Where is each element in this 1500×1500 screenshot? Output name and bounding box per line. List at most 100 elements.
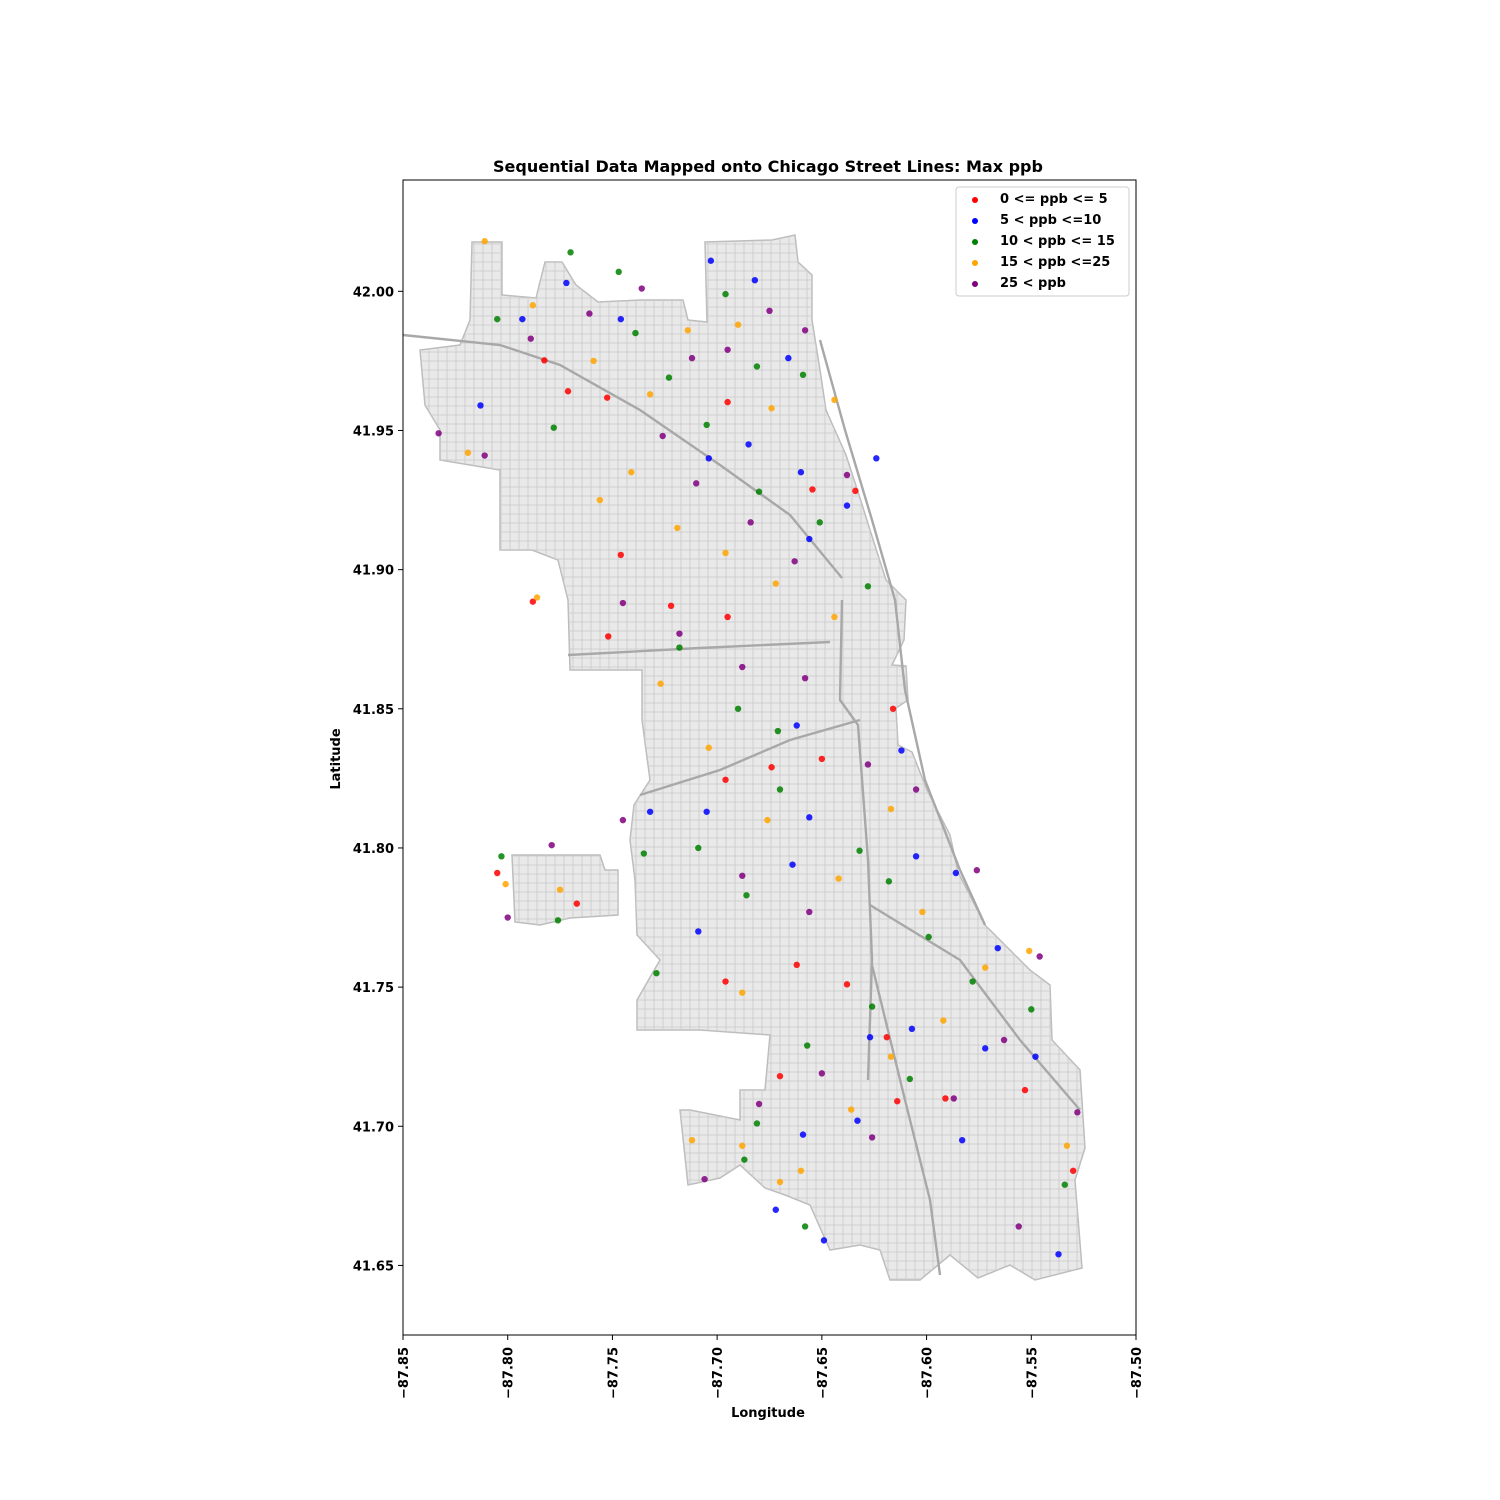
data-point (573, 900, 581, 907)
data-point (529, 598, 537, 605)
data-point (803, 1042, 811, 1049)
data-point (885, 878, 893, 885)
data-point (764, 816, 771, 824)
data-point (504, 914, 511, 921)
data-point (831, 613, 838, 621)
data-point (638, 285, 645, 292)
expressway-northwest (403, 333, 843, 579)
legend-marker (972, 281, 978, 287)
data-point (724, 398, 731, 406)
data-point (646, 808, 654, 815)
x-tick-label: −87.70 (711, 1347, 726, 1399)
data-point (722, 978, 729, 985)
data-point (615, 268, 622, 276)
y-tick-label: 41.85 (353, 703, 394, 718)
data-point (843, 981, 851, 988)
legend-label: 15 < ppb <=25 (1000, 255, 1110, 270)
data-point (791, 558, 798, 565)
data-point (906, 1075, 914, 1083)
series-2 (477, 257, 1062, 1258)
data-point (952, 869, 960, 877)
data-point (1015, 1223, 1022, 1230)
data-point (868, 1134, 876, 1141)
data-point (724, 346, 731, 353)
data-point (1032, 1053, 1039, 1060)
data-point (776, 1072, 784, 1080)
expressway-calumet (870, 964, 942, 1276)
data-point (969, 978, 976, 985)
data-point (755, 1100, 763, 1108)
data-point (1036, 953, 1043, 960)
data-point (567, 249, 574, 256)
data-point (835, 875, 842, 882)
data-point (619, 599, 627, 607)
data-point (887, 1053, 895, 1060)
data-point (605, 633, 612, 640)
data-point (617, 315, 625, 323)
data-point (481, 238, 488, 245)
data-point (843, 471, 851, 479)
data-point (785, 354, 792, 362)
y-axis-title: Latitude (329, 728, 344, 790)
data-point (866, 1034, 874, 1041)
data-point (887, 805, 895, 813)
data-point (747, 519, 754, 526)
data-point (797, 469, 805, 476)
data-point (564, 388, 572, 395)
legend-marker (972, 260, 978, 266)
data-point (596, 496, 604, 504)
data-point (688, 354, 696, 362)
data-point (797, 1167, 805, 1174)
data-point (806, 814, 813, 821)
data-point (908, 1025, 916, 1033)
data-point (799, 371, 807, 379)
data-point (684, 327, 692, 334)
data-point (925, 933, 932, 941)
data-point (640, 850, 648, 857)
chart-title: Sequential Data Mapped onto Chicago Stre… (493, 157, 1043, 176)
legend: 0 <= ppb <= 5 5 < ppb <=10 10 < ppb <= 15 1… (955, 186, 1130, 297)
data-point (982, 964, 989, 971)
legend-marker (972, 218, 978, 224)
lake-shore-drive (818, 339, 987, 926)
legend-marker (972, 239, 978, 245)
y-tick-label: 41.80 (353, 842, 394, 857)
data-point (868, 1003, 876, 1010)
data-point (799, 1131, 807, 1138)
data-point (816, 519, 823, 526)
data-point (464, 449, 472, 456)
data-point (527, 335, 534, 342)
data-point (705, 744, 712, 751)
data-point (864, 761, 872, 768)
data-point (1028, 1006, 1035, 1013)
data-point (617, 551, 625, 559)
data-point (743, 892, 750, 899)
data-point (912, 853, 920, 860)
data-point (806, 908, 813, 916)
data-point (818, 755, 826, 763)
data-point (1061, 1181, 1068, 1188)
data-point (703, 421, 710, 429)
data-point (843, 502, 851, 509)
x-tick-label: −87.55 (1025, 1347, 1040, 1399)
y-axis: 41.65 41.70 41.75 41.80 41.85 41.90 41.95 42.00 (353, 285, 403, 1274)
data-point (481, 452, 488, 459)
legend-marker (972, 197, 978, 203)
data-point (1074, 1109, 1081, 1116)
data-point (724, 613, 731, 621)
data-point (973, 867, 981, 874)
data-point (1000, 1036, 1008, 1044)
data-point (942, 1095, 949, 1102)
expressway-stevenson (639, 718, 861, 797)
data-point (753, 363, 761, 370)
data-point (541, 357, 548, 364)
data-point (818, 1070, 826, 1077)
y-tick-label: 42.00 (353, 285, 394, 300)
data-point (435, 430, 442, 437)
x-axis: −87.85 −87.80 −87.75 −87.70 −87.65 −87.60 −87.… (397, 1335, 1145, 1399)
data-points (435, 238, 1081, 1258)
series-1 (494, 357, 1077, 1174)
data-point (751, 276, 759, 284)
data-point (883, 1034, 890, 1041)
data-point (776, 1178, 784, 1186)
